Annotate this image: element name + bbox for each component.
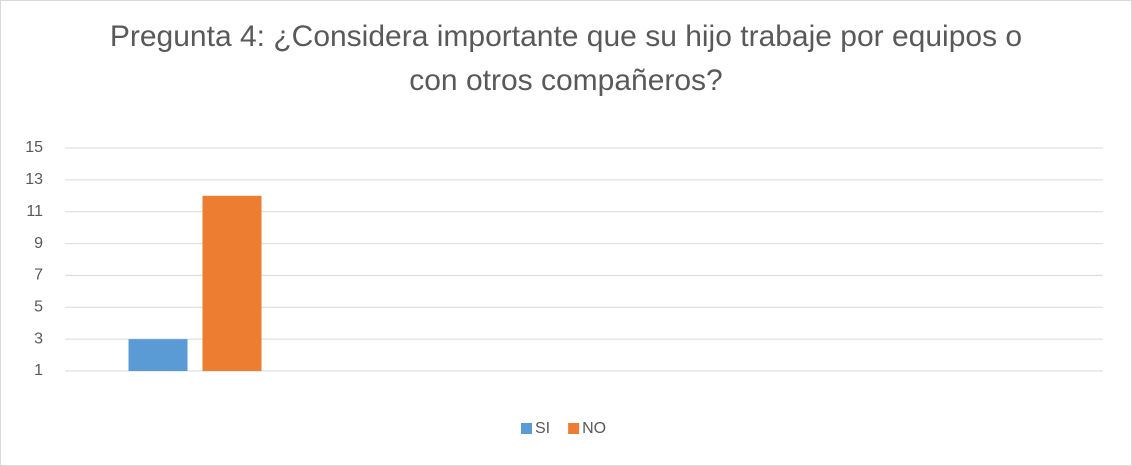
y-tick-label: 1	[34, 362, 43, 379]
y-tick-label: 3	[34, 330, 43, 347]
legend-swatch	[521, 423, 532, 434]
legend-label: SI	[535, 420, 550, 437]
legend-label: NO	[582, 420, 606, 437]
y-tick-label: 11	[26, 203, 43, 220]
y-tick-label: 5	[34, 299, 43, 316]
y-tick-label: 15	[25, 139, 43, 156]
y-tick-label: 13	[25, 171, 43, 188]
y-tick-label: 9	[34, 235, 43, 252]
bar	[202, 195, 262, 371]
legend-swatch	[568, 423, 580, 434]
bar	[128, 339, 188, 371]
chart-title: Pregunta 4: ¿Considera importante que su…	[109, 20, 1023, 97]
y-tick-label: 7	[34, 267, 43, 284]
